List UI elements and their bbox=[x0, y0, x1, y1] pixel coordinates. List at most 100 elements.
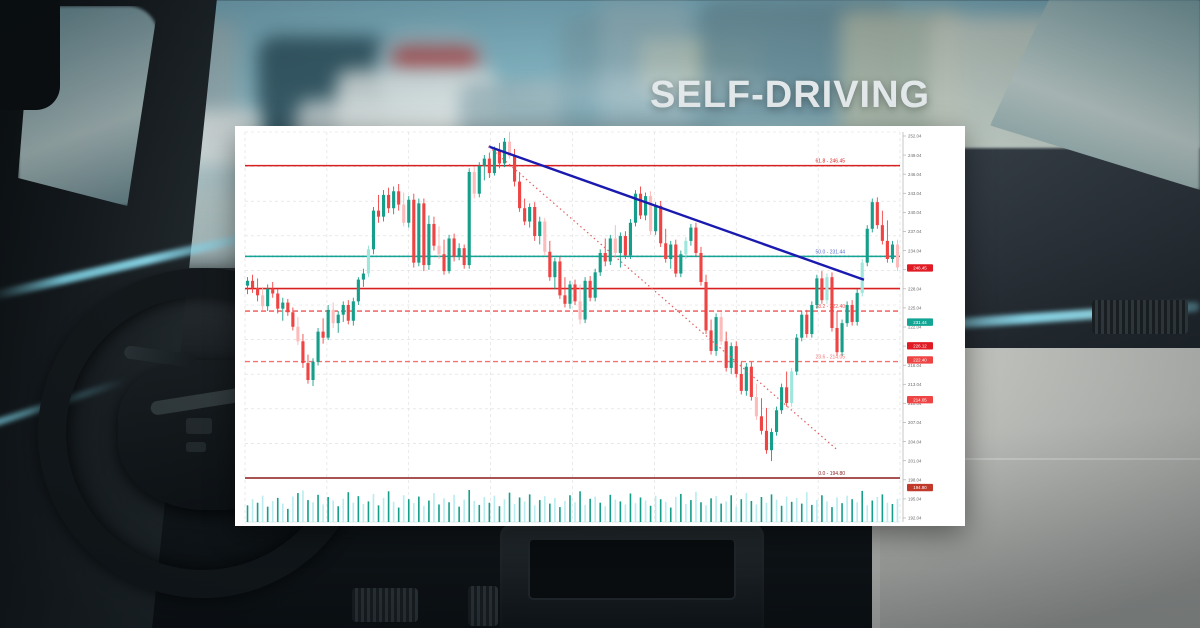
candle-body[interactable] bbox=[256, 288, 260, 296]
candle-body[interactable] bbox=[311, 361, 315, 381]
candle-body[interactable] bbox=[432, 223, 436, 246]
candle-body[interactable] bbox=[452, 238, 456, 257]
candle-body[interactable] bbox=[659, 205, 663, 244]
candle-body[interactable] bbox=[704, 282, 708, 331]
candle-body[interactable] bbox=[699, 252, 703, 283]
candle-body[interactable] bbox=[437, 245, 441, 255]
candle-body[interactable] bbox=[764, 430, 769, 451]
candle-body[interactable] bbox=[679, 254, 683, 274]
candle-body[interactable] bbox=[588, 280, 592, 298]
candle-body[interactable] bbox=[785, 387, 789, 403]
candle-body[interactable] bbox=[281, 302, 285, 309]
candle-body[interactable] bbox=[472, 171, 476, 194]
candle-body[interactable] bbox=[739, 373, 743, 391]
candle-body[interactable] bbox=[840, 323, 844, 353]
candle-body[interactable] bbox=[250, 280, 255, 289]
candle-body[interactable] bbox=[643, 196, 648, 216]
candle-body[interactable] bbox=[346, 305, 350, 321]
candle-body[interactable] bbox=[845, 305, 849, 324]
candle-body[interactable] bbox=[820, 278, 824, 301]
candle-body[interactable] bbox=[487, 158, 491, 174]
candle-body[interactable] bbox=[371, 210, 376, 250]
candle-body[interactable] bbox=[633, 193, 638, 223]
candle-body[interactable] bbox=[407, 199, 411, 223]
candle-body[interactable] bbox=[422, 203, 426, 266]
candle-body[interactable] bbox=[815, 278, 819, 305]
candle-body[interactable] bbox=[714, 317, 718, 351]
candle-body[interactable] bbox=[568, 284, 572, 304]
candle-body[interactable] bbox=[613, 238, 617, 253]
candle-body[interactable] bbox=[497, 150, 502, 164]
candle-body[interactable] bbox=[694, 227, 698, 253]
candle-body[interactable] bbox=[507, 141, 512, 157]
candle-body[interactable] bbox=[266, 288, 270, 307]
candle-body[interactable] bbox=[885, 240, 889, 260]
candle-body[interactable] bbox=[523, 208, 527, 222]
candle-body[interactable] bbox=[790, 371, 794, 403]
candlestick-chart[interactable]: 61.8 - 246.45 50.0 - 231.44 38.2 - 222.40 2… bbox=[235, 126, 965, 526]
candle-body[interactable] bbox=[734, 346, 738, 374]
candle-body[interactable] bbox=[392, 191, 396, 209]
candle-body[interactable] bbox=[654, 205, 658, 232]
candle-body[interactable] bbox=[800, 314, 804, 338]
candle-body[interactable] bbox=[427, 223, 431, 266]
candle-body[interactable] bbox=[442, 254, 446, 272]
candle-body[interactable] bbox=[850, 305, 854, 322]
candle-body[interactable] bbox=[341, 305, 345, 315]
candle-body[interactable] bbox=[795, 337, 799, 372]
candle-body[interactable] bbox=[558, 261, 562, 296]
candle-body[interactable] bbox=[291, 312, 295, 327]
candle-body[interactable] bbox=[880, 225, 884, 241]
candle-body[interactable] bbox=[583, 280, 587, 320]
candle-body[interactable] bbox=[598, 252, 602, 273]
candle-body[interactable] bbox=[361, 273, 365, 280]
candle-body[interactable] bbox=[724, 341, 728, 368]
candle-body[interactable] bbox=[492, 150, 496, 174]
price-tag[interactable] bbox=[907, 264, 933, 272]
candle-body[interactable] bbox=[810, 305, 814, 335]
candle-body[interactable] bbox=[649, 196, 653, 232]
candle-body[interactable] bbox=[719, 317, 723, 342]
candle-body[interactable] bbox=[477, 165, 481, 194]
candle-body[interactable] bbox=[326, 309, 330, 338]
candle-body[interactable] bbox=[780, 387, 784, 411]
candle-body[interactable] bbox=[664, 243, 668, 260]
candle-body[interactable] bbox=[860, 262, 864, 293]
candle-body[interactable] bbox=[805, 314, 809, 335]
candle-body[interactable] bbox=[573, 284, 577, 302]
candle-body[interactable] bbox=[245, 280, 250, 286]
price-tag[interactable] bbox=[907, 318, 933, 326]
candle-body[interactable] bbox=[351, 301, 355, 321]
candle-body[interactable] bbox=[769, 432, 774, 451]
candle-body[interactable] bbox=[533, 207, 537, 237]
candle-body[interactable] bbox=[729, 346, 733, 368]
candle-body[interactable] bbox=[830, 277, 834, 328]
candle-body[interactable] bbox=[875, 202, 879, 226]
candle-body[interactable] bbox=[744, 366, 748, 391]
candle-body[interactable] bbox=[518, 181, 522, 209]
candle-body[interactable] bbox=[261, 295, 265, 307]
price-tag[interactable] bbox=[907, 395, 933, 404]
candle-body[interactable] bbox=[467, 171, 471, 266]
candle-body[interactable] bbox=[376, 210, 381, 217]
candle-body[interactable] bbox=[669, 244, 673, 260]
candle-body[interactable] bbox=[865, 228, 869, 263]
price-axis[interactable]: 252.04 249.04 246.04 243.04 240.04 237.04 234.… bbox=[902, 132, 933, 522]
candle-body[interactable] bbox=[759, 416, 764, 431]
stock-chart-panel[interactable]: 61.8 - 246.45 50.0 - 231.44 38.2 - 222.40 2… bbox=[235, 126, 965, 526]
candle-body[interactable] bbox=[628, 222, 633, 256]
candle-body[interactable] bbox=[387, 194, 391, 209]
candle-body[interactable] bbox=[825, 277, 829, 301]
candle-body[interactable] bbox=[402, 204, 406, 223]
candle-body[interactable] bbox=[608, 238, 612, 262]
candle-body[interactable] bbox=[301, 341, 305, 364]
candle-body[interactable] bbox=[397, 191, 401, 205]
candle-body[interactable] bbox=[417, 203, 421, 263]
candle-body[interactable] bbox=[578, 301, 582, 320]
price-tag[interactable] bbox=[907, 356, 933, 364]
candle-body[interactable] bbox=[366, 249, 371, 274]
candlestick-series[interactable] bbox=[245, 132, 900, 462]
candle-body[interactable] bbox=[674, 244, 678, 274]
candle-body[interactable] bbox=[835, 327, 839, 353]
candle-body[interactable] bbox=[593, 272, 597, 298]
